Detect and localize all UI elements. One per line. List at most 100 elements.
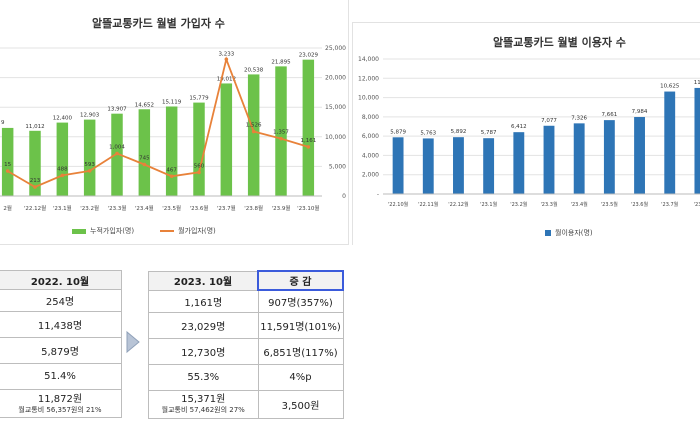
y-tick-label: 0 [342,193,346,200]
table-header-2023: 2023. 10월 [148,270,259,291]
x-tick-label: '22.10월 [388,201,409,208]
legend-swatch-line [160,230,175,232]
line-data-label: 593 [84,162,95,168]
table-cell-change: 907명(357%) [257,289,344,313]
bar-data-label: 7,326 [571,115,587,121]
line-data-label: 467 [166,167,177,173]
line-point [306,145,311,149]
x-tick-label: '22.12월 [24,204,46,212]
subscribers-chart-panel: 알뜰교통카드 월별 가입자 수 25,000 20,000 15,000 10,000… [0,0,349,245]
line-point [142,162,147,167]
y-tick-label: 4,000 [362,152,379,159]
bar [513,132,525,194]
line-data-label: 213 [30,178,41,184]
bar-data-label: 23,029 [299,53,319,59]
table-cell-change: 6,851명(117%) [257,337,344,365]
y-tick-label: 25,000 [325,45,346,52]
monthly-line [7,56,309,189]
partial-data-label: 9 [1,120,5,126]
line-data-label: 1,357 [273,130,289,136]
subscribers-chart: 25,000 20,000 15,000 10,000 5,000 0 11,012 12,4… [0,45,346,212]
x-tick-label: '23.5월 [601,201,619,208]
legend-label-monthly: 월가입자(명) [178,227,216,235]
bar [634,117,645,194]
bar [193,102,205,196]
bar [247,74,260,196]
line-point [224,57,229,62]
bar-data-label: 11,0 [694,80,700,86]
y-tick-label: 10,000 [325,134,346,141]
users-chart-panel: 알뜰교통카드 월별 이용자 수 14,000 12,000 10,000 8,000 6… [352,22,700,245]
line-data-label: 1,004 [109,145,125,151]
x-tick-label: '23.2월 [80,204,99,212]
y-tick-label: 5,000 [329,163,346,170]
cost-value: 11,872원 [37,393,83,405]
legend-label-users: 월이용자(명) [555,229,593,237]
bar [392,137,404,194]
users-chart: 14,000 12,000 10,000 8,000 6,000 4,000 2,000 - 5… [358,56,700,208]
x-tick-label: '23.1월 [480,201,498,208]
bar [422,138,434,194]
x-tick-label: '23.4월 [135,204,154,212]
chart-legend: 누적가입자(명) 월가입자(명) [72,226,216,236]
x-tick-label: '23.9월 [272,204,291,212]
legend-swatch-bar [545,230,551,236]
line-data-label: 1,526 [246,122,262,128]
y-tick-label: 20,000 [325,75,346,82]
table-cell: 1,161명 [148,289,259,313]
line-data-label: 15 [4,162,11,168]
table-cell-change: 11,591명(101%) [257,311,344,339]
bar-data-label: 5,892 [451,129,467,135]
bar-data-label: 12,400 [53,116,73,122]
cost-note: 월교통비 57,462원의 27% [161,406,245,414]
line-point [60,173,65,178]
line-data-label: 745 [139,155,150,161]
line-data-label: 3,233 [218,51,234,57]
bar [302,59,315,196]
table-cell-change: 3,500원 [257,389,344,419]
bar [275,66,287,197]
bar-data-label: 7,984 [632,109,648,115]
bar [603,120,615,194]
x-tick-label: '22.12월 [448,201,469,208]
bar [220,83,233,196]
chart-legend: 월이용자(명) [545,228,593,238]
x-tick-label: '23.7월 [217,204,236,212]
cost-note: 월교통비 56,357원의 21% [18,405,102,414]
table-cell: 23,029명 [148,311,259,339]
x-tick-label: '23.3월 [540,201,558,208]
line-point [33,185,37,189]
table-cell: 12,730명 [148,337,259,365]
bar-data-label: 10,625 [660,84,680,90]
bar [138,109,151,196]
line-point [169,174,174,179]
bar-data-label: 21,895 [271,59,291,65]
line-data-label: 488 [57,166,68,172]
legend-label-cumulative: 누적가입자(명) [90,227,135,235]
table-cell: 254명 [0,289,122,312]
x-tick-label: '22.11월 [418,201,439,208]
line-point [251,129,256,134]
chart-title: 알뜰교통카드 월별 이용자 수 [493,36,626,49]
x-tick-label: '23.5월 [162,204,181,212]
bar-data-label: 15,119 [162,99,182,105]
x-tick-label: '23.8 [694,202,700,208]
bar-data-label: 5,787 [481,130,497,136]
bar-data-label: 11,012 [25,124,44,130]
line-data-label: 560 [194,163,205,169]
x-tick-label: '23.3월 [108,204,127,212]
legend-swatch-bar [72,228,86,234]
bar-data-label: 12,903 [80,113,100,119]
line-point [115,151,119,156]
table-2022: 2022. 10월 254명 11,438명 5,879명 51.4% 11,8… [0,270,122,418]
bar-data-label: 7,077 [541,118,557,124]
table-cell-change: 4%p [257,363,344,391]
y-tick-label: 6,000 [362,133,379,140]
table-cell: 5,879명 [0,337,122,364]
x-tick-label: '23.6월 [190,204,209,212]
line-point [87,169,92,173]
y-tick-label: 15,000 [325,104,346,111]
bar [29,130,41,196]
y-tick-label: 2,000 [362,172,379,179]
table-header-2022: 2022. 10월 [0,270,122,290]
